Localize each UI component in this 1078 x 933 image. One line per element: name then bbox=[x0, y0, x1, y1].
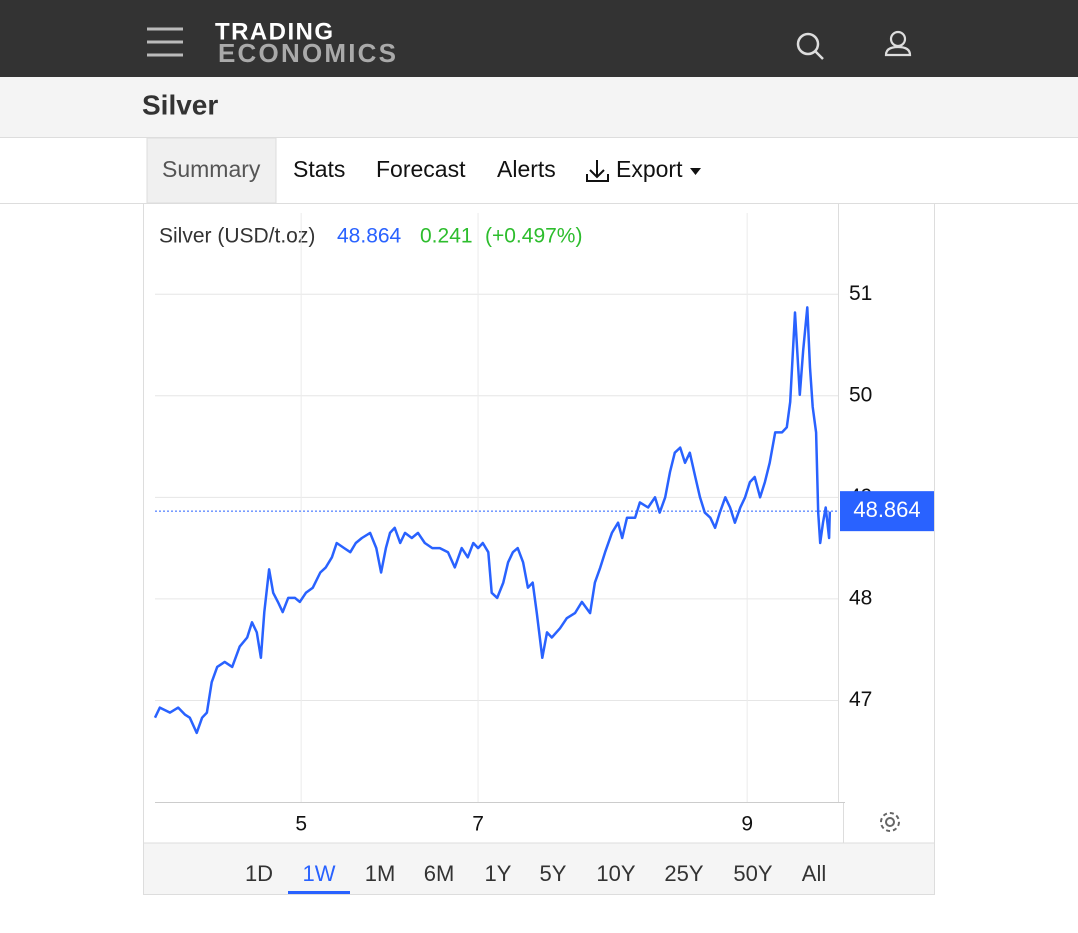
export-icon bbox=[586, 160, 609, 182]
top-bar bbox=[0, 0, 1078, 77]
user-icon[interactable] bbox=[884, 30, 912, 57]
range-button[interactable]: 50Y bbox=[733, 861, 772, 886]
range-button[interactable]: 10Y bbox=[596, 861, 635, 886]
title-band bbox=[0, 77, 1078, 137]
change: 0.241 bbox=[420, 225, 473, 248]
x-tick-label: 7 bbox=[472, 813, 484, 836]
last-value: 48.864 bbox=[337, 225, 402, 248]
change-percent: (+0.497%) bbox=[485, 225, 582, 248]
tab[interactable]: Stats bbox=[293, 156, 345, 182]
y-tick-label: 48 bbox=[849, 586, 872, 609]
tab[interactable]: Summary bbox=[162, 156, 261, 182]
active-range-underline bbox=[288, 891, 350, 894]
y-tick-label: 47 bbox=[849, 688, 872, 711]
range-button[interactable]: 1Y bbox=[485, 861, 512, 886]
tab[interactable]: Forecast bbox=[376, 156, 466, 182]
last-value-box bbox=[840, 491, 934, 532]
chart-box bbox=[143, 203, 935, 895]
settings-icon[interactable] bbox=[880, 812, 900, 832]
range-button[interactable]: 6M bbox=[424, 861, 455, 886]
range-bar bbox=[144, 843, 934, 894]
plot: 474849505157948.864 bbox=[153, 213, 934, 836]
last-value-label: 48.864 bbox=[853, 497, 920, 522]
y-tick-label: 50 bbox=[849, 383, 872, 406]
tab[interactable]: Alerts bbox=[497, 156, 556, 182]
active-tab-bg bbox=[146, 137, 277, 204]
caret bbox=[690, 168, 701, 175]
search-icon[interactable] bbox=[796, 32, 824, 60]
range-button[interactable]: 5Y bbox=[540, 861, 567, 886]
logo-line[interactable]: ECONOMICS bbox=[218, 38, 396, 68]
tab[interactable]: Export bbox=[616, 156, 683, 182]
x-tick-label: 5 bbox=[295, 813, 307, 836]
range-button[interactable]: 1D bbox=[245, 861, 273, 886]
range-button[interactable]: 25Y bbox=[664, 861, 703, 886]
chart-title: Silver (USD/t.oz) bbox=[159, 225, 315, 248]
range-button[interactable]: All bbox=[802, 861, 826, 886]
price-line bbox=[153, 306, 832, 735]
range-button[interactable]: 1W bbox=[303, 861, 336, 886]
y-tick-label: 51 bbox=[849, 282, 872, 305]
menu-icon[interactable] bbox=[147, 27, 183, 57]
x-tick-label: 9 bbox=[741, 813, 753, 836]
range-button[interactable]: 1M bbox=[365, 861, 396, 886]
page-title: Silver bbox=[142, 89, 218, 120]
